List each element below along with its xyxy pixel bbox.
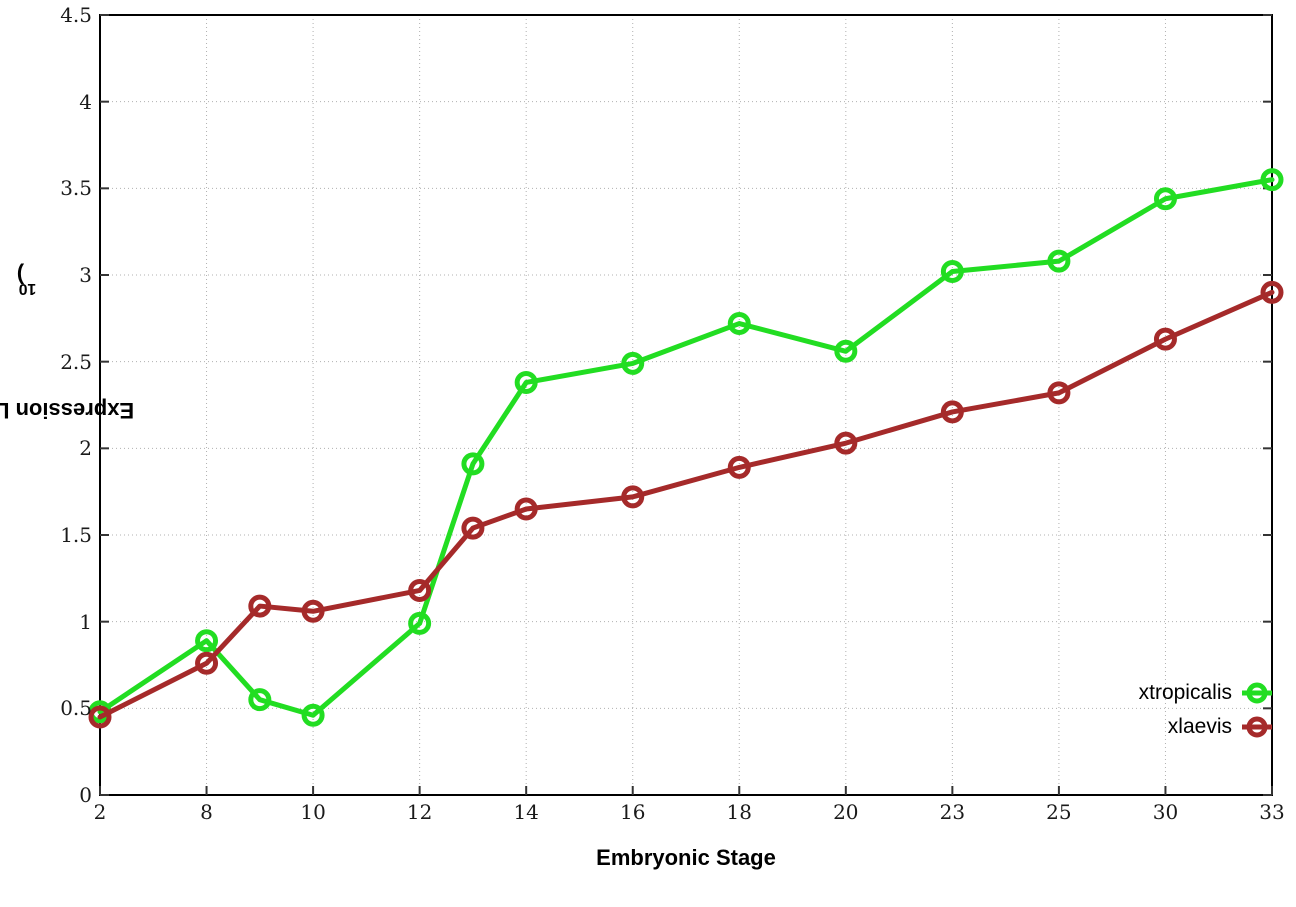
y-axis-tick-label: 0.5	[60, 696, 92, 721]
series-xtropicalis	[88, 168, 1284, 727]
x-axis-tick-label: 2	[93, 800, 107, 824]
plot-frame	[99, 14, 1273, 796]
data-point-marker	[727, 312, 751, 336]
series-xlaevis	[88, 280, 1284, 729]
data-point-marker	[301, 599, 325, 623]
legend-item-xtropicalis[interactable]: xtropicalis	[1139, 678, 1272, 708]
data-point-marker	[301, 703, 325, 727]
x-axis-tick-label: 12	[406, 800, 433, 824]
data-point-marker	[195, 651, 219, 675]
data-point-marker	[1260, 280, 1284, 304]
x-axis-title: Embryonic Stage	[596, 845, 776, 870]
data-point-marker	[940, 400, 964, 424]
data-point-marker	[408, 578, 432, 602]
series-line	[97, 177, 1275, 718]
data-point-marker	[248, 594, 272, 618]
data-point-marker	[408, 611, 432, 635]
data-point-marker	[248, 688, 272, 712]
axis-frame	[99, 14, 1273, 796]
data-point-marker	[461, 452, 485, 476]
x-axis-tick-label: 33	[1259, 800, 1285, 824]
y-axis-tick-label: 4.5	[60, 3, 92, 27]
x-axis-tick-label: 10	[300, 800, 326, 824]
series-layer	[88, 168, 1284, 729]
data-point-marker	[1153, 327, 1177, 351]
legend-marker-icon	[1242, 716, 1272, 738]
x-axis-tick-label: 30	[1152, 800, 1179, 824]
data-point-marker	[514, 497, 538, 521]
x-axis-tick-label: 14	[513, 800, 539, 824]
y-axis-tick-label: 3.5	[60, 176, 92, 201]
data-point-marker	[1047, 381, 1071, 405]
x-axis-tick-label: 16	[619, 800, 646, 824]
data-point-marker	[727, 455, 751, 479]
y-axis-tick-label: 2	[79, 436, 92, 461]
y-axis-tick-label: 2.5	[60, 349, 92, 374]
chart-legend: xtropicalis xlaevis	[1139, 678, 1272, 742]
y-axis-tick-label: 1.5	[60, 523, 92, 547]
axis-ticks	[99, 14, 1273, 796]
data-point-marker	[88, 705, 112, 729]
data-point-marker	[1260, 168, 1284, 192]
y-axis-tick-label: 3	[79, 263, 92, 287]
data-point-marker	[1153, 187, 1177, 211]
x-axis-tick-label: 25	[1046, 800, 1072, 824]
legend-marker-icon	[1242, 682, 1272, 704]
series-line	[97, 289, 1275, 720]
x-axis-tick-label: 8	[200, 800, 213, 824]
data-point-marker	[461, 516, 485, 540]
data-point-marker	[834, 431, 858, 455]
data-point-marker	[621, 485, 645, 509]
gridlines	[100, 15, 1272, 795]
x-axis-tick-label: 23	[939, 800, 966, 824]
data-point-marker	[1047, 249, 1071, 273]
data-point-marker	[514, 370, 538, 394]
data-point-marker	[834, 339, 858, 363]
legend-item-xlaevis[interactable]: xlaevis	[1139, 712, 1272, 742]
data-point-marker	[621, 351, 645, 375]
x-axis-tick-label: 18	[726, 800, 752, 824]
y-axis-tick-label: 4	[79, 89, 92, 114]
x-axis-tick-label: 20	[833, 800, 859, 824]
y-axis-tick-label: 1	[79, 609, 92, 634]
data-point-marker	[940, 260, 964, 284]
legend-item-label: xlaevis	[1167, 715, 1232, 738]
data-point-marker	[195, 629, 219, 653]
y-axis-tick-label: 0	[79, 783, 92, 807]
legend-item-label: xtropicalis	[1138, 681, 1232, 704]
